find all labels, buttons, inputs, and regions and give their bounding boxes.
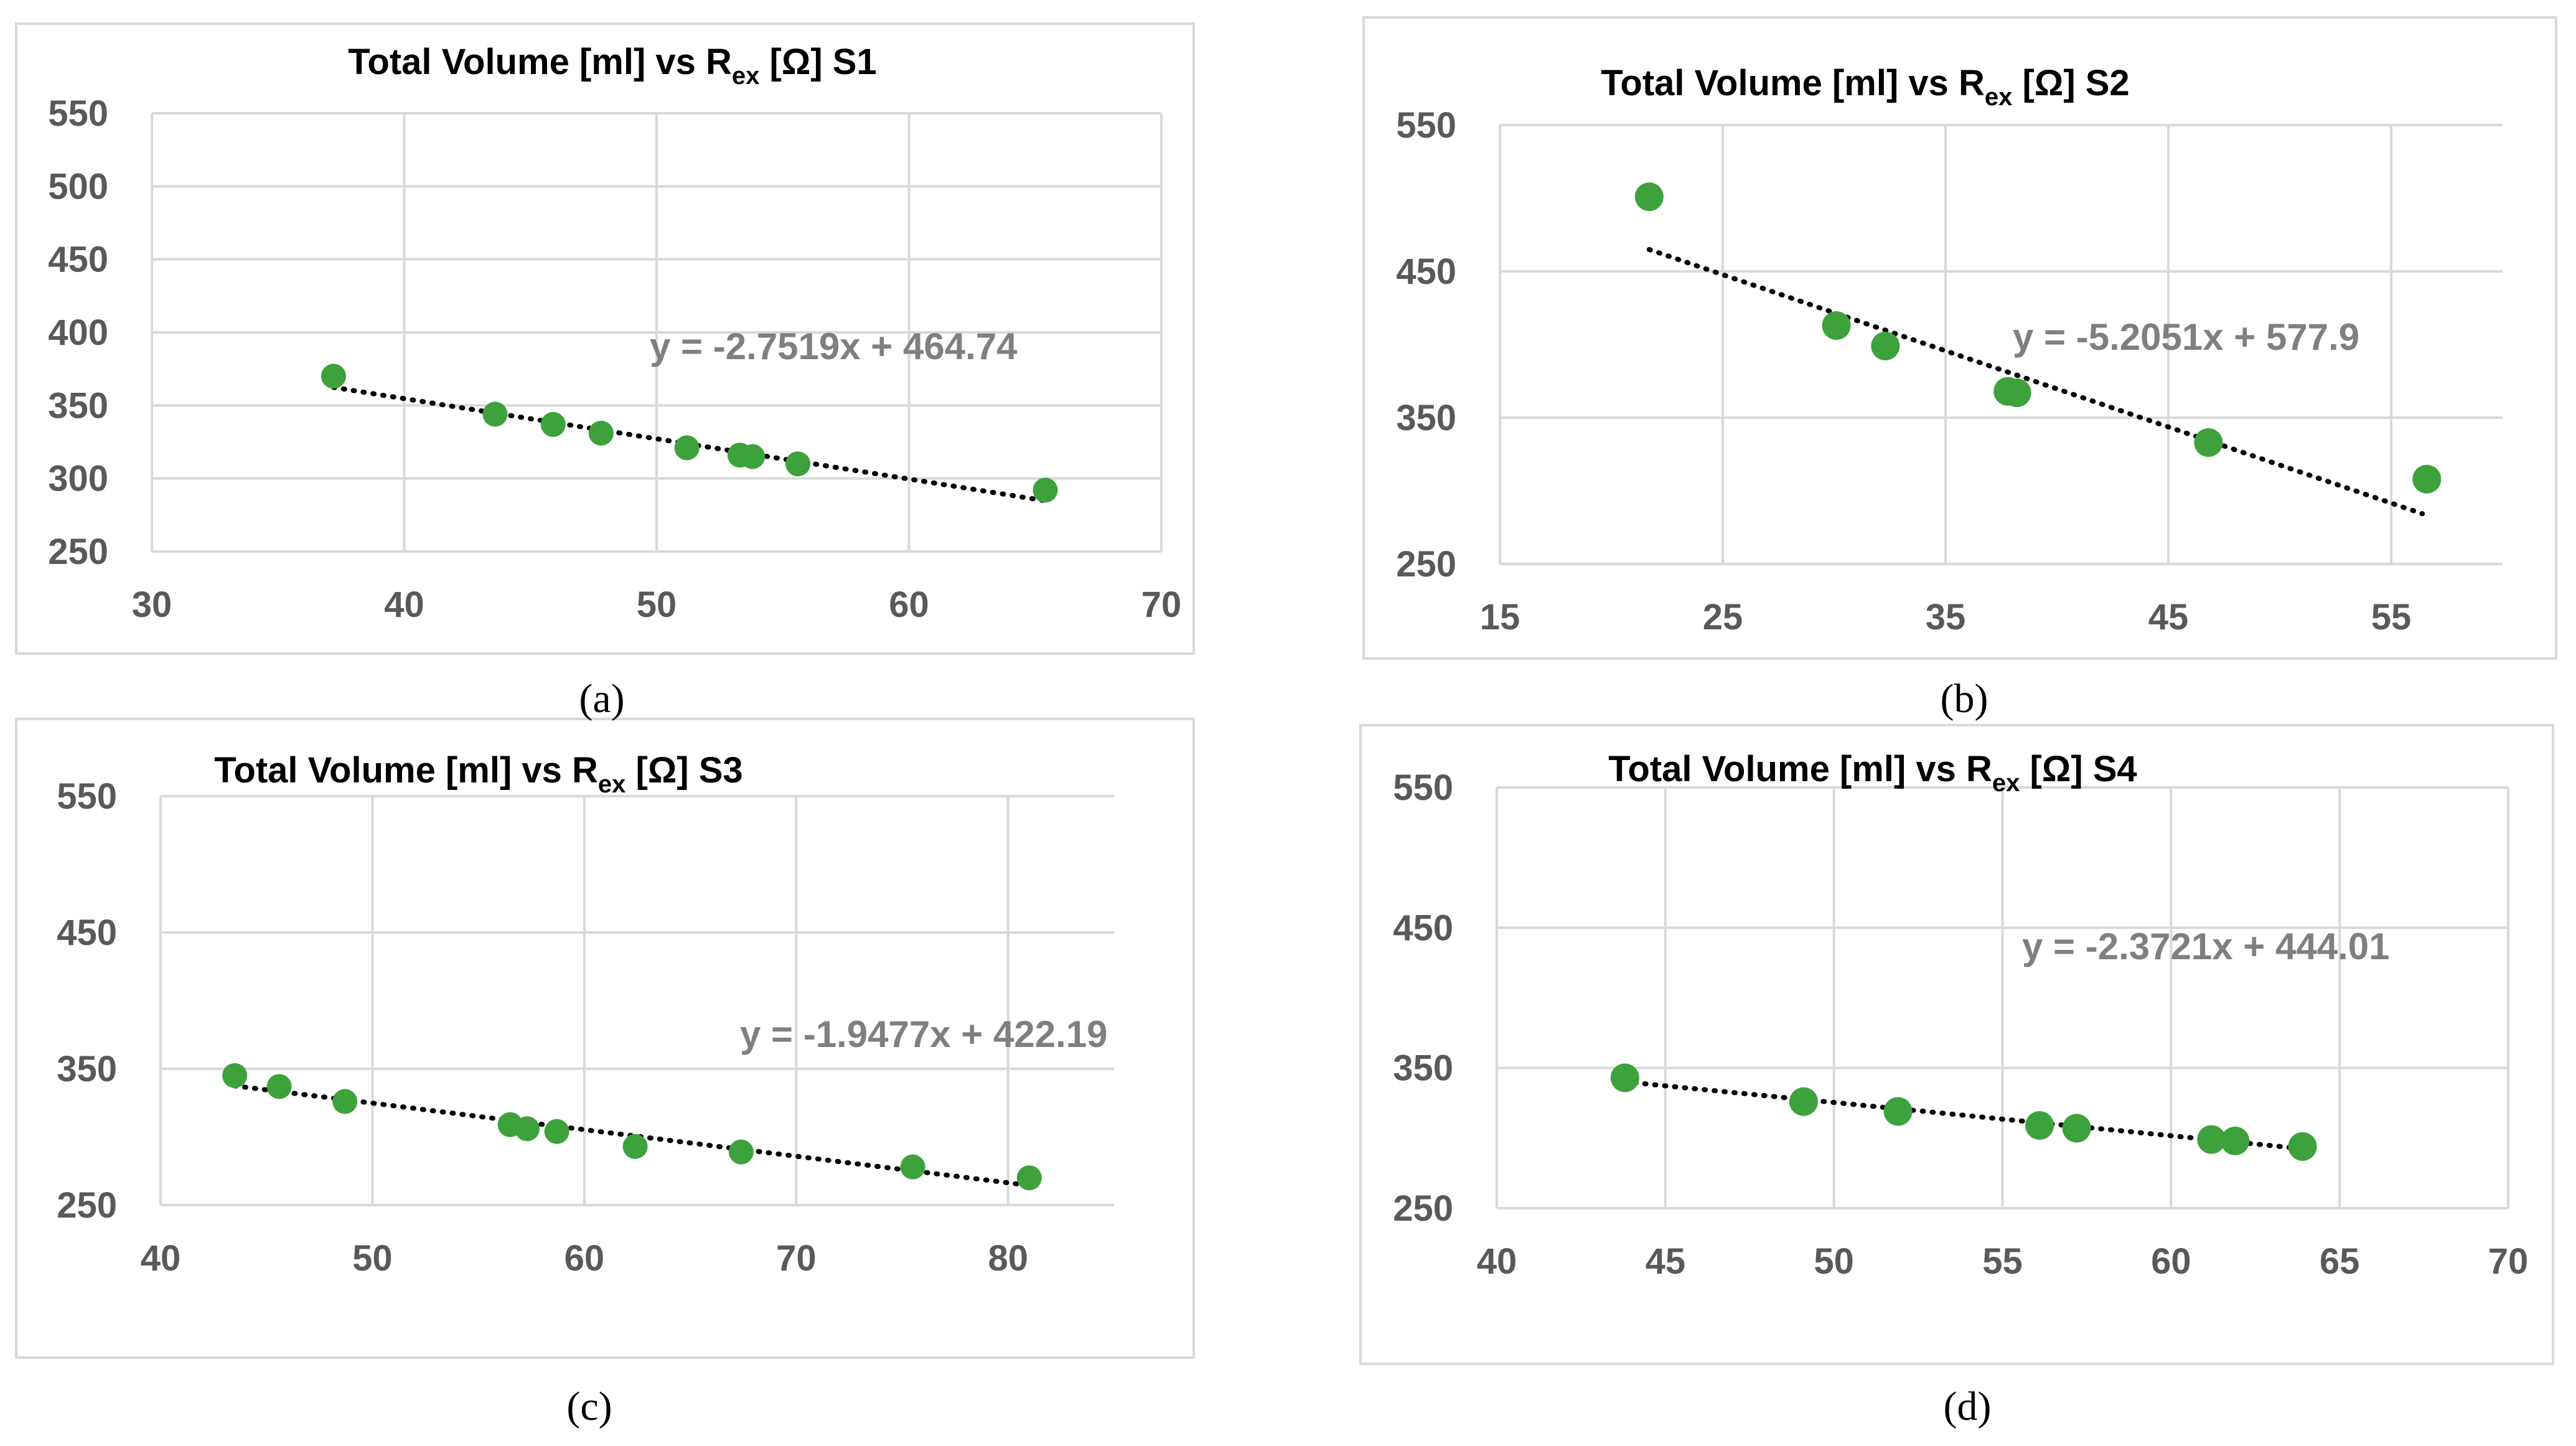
data-point (222, 1063, 248, 1088)
data-point (482, 401, 508, 427)
trendline-equation: y = -2.3721x + 444.01 (2022, 926, 2390, 967)
chart-title: Total Volume [ml] vs Rex [Ω] S4 (1608, 749, 2137, 797)
x-tick-label: 30 (132, 585, 172, 625)
x-tick-label: 60 (2151, 1241, 2191, 1282)
chart-svg: 250 350 450 550 40 50 60 70 80 Total Volume [ml] … (15, 718, 1195, 1359)
panel-caption-a: (a) (579, 676, 625, 721)
x-tick-label: 50 (352, 1238, 393, 1279)
y-tick-label: 350 (48, 385, 108, 426)
data-point (674, 435, 700, 461)
data-point (900, 1154, 925, 1180)
x-tick-label: 70 (2488, 1241, 2529, 1282)
chart-frame (1362, 16, 2557, 660)
data-point (1789, 1087, 1818, 1116)
y-tick-label: 250 (1396, 544, 1456, 585)
data-point (2194, 428, 2223, 457)
y-tick-label: 450 (48, 240, 108, 280)
data-point (1822, 311, 1851, 340)
chart-title: Total Volume [ml] vs Rex [Ω] S2 (1601, 63, 2129, 111)
chart-svg: 250 350 450 550 40 45 50 55 60 65 70 Total Volume [… (1359, 724, 2554, 1365)
chart-panel-s3: 250 350 450 550 40 50 60 70 80 Total Volume [ml] … (15, 718, 1195, 1359)
data-point (544, 1119, 569, 1144)
panel-caption-c: (c) (566, 1384, 612, 1429)
y-tick-label: 350 (57, 1049, 117, 1089)
data-point (2412, 464, 2442, 494)
y-tick-label: 250 (57, 1185, 117, 1226)
x-tick-label: 15 (1480, 597, 1520, 637)
y-tick-label: 450 (1396, 251, 1456, 292)
y-tick-label: 350 (1396, 398, 1456, 438)
data-point (588, 420, 614, 446)
x-tick-label: 35 (1926, 597, 1966, 637)
x-tick-label: 55 (2371, 597, 2412, 637)
data-point (728, 1139, 754, 1165)
chart-panel-s1: 250 300 350 400 450 500 550 30 40 50 60 70 Total Vol… (15, 22, 1195, 655)
x-tick-label: 60 (564, 1238, 605, 1279)
chart-panel-s4: 250 350 450 550 40 45 50 55 60 65 70 Total Volume [… (1359, 724, 2554, 1365)
x-tick-label: 70 (776, 1238, 817, 1279)
x-tick-label: 70 (1141, 585, 1182, 625)
panel-caption-b: (b) (1940, 676, 1988, 721)
data-point (321, 364, 346, 389)
data-point (2002, 378, 2031, 408)
data-point (1610, 1063, 1639, 1092)
x-tick-label: 45 (2148, 597, 2189, 637)
data-point (740, 444, 766, 469)
x-tick-label: 50 (1814, 1241, 1854, 1282)
y-tick-label: 550 (57, 776, 117, 817)
x-tick-label: 40 (1477, 1241, 1517, 1282)
trendline-equation: y = -2.7519x + 464.74 (650, 326, 1018, 367)
y-tick-label: 400 (48, 312, 108, 353)
y-tick-label: 450 (57, 913, 117, 953)
y-tick-label: 350 (1393, 1048, 1453, 1089)
data-point (1016, 1165, 1042, 1191)
x-tick-label: 80 (988, 1238, 1029, 1279)
data-point (785, 451, 811, 477)
chart-title: Total Volume [ml] vs Rex [Ω] S3 (214, 750, 742, 798)
data-point (1634, 182, 1664, 212)
x-tick-label: 45 (1646, 1241, 1686, 1282)
y-tick-label: 500 (48, 166, 108, 207)
data-point (2025, 1111, 2054, 1140)
x-tick-label: 60 (889, 585, 929, 625)
trendline (1622, 1079, 2305, 1152)
data-point (622, 1134, 648, 1159)
y-tick-label: 300 (48, 459, 108, 499)
data-point (540, 411, 566, 437)
data-point (2062, 1114, 2091, 1143)
trendline-equation: y = -5.2051x + 577.9 (2013, 316, 2359, 358)
chart-frame (15, 22, 1195, 655)
data-point (2221, 1126, 2250, 1155)
trendline-equation: y = -1.9477x + 422.19 (740, 1013, 1108, 1055)
data-point (332, 1089, 358, 1114)
x-tick-label: 50 (637, 585, 677, 625)
y-tick-label: 450 (1393, 908, 1453, 948)
chart-svg: 250 300 350 400 450 500 550 30 40 50 60 70 Total Vol… (15, 22, 1195, 655)
x-tick-label: 25 (1703, 597, 1743, 637)
data-point (2197, 1125, 2226, 1154)
chart-frame (1359, 724, 2554, 1365)
chart-frame (15, 718, 1195, 1359)
data-point (1033, 477, 1058, 503)
y-tick-label: 550 (1393, 768, 1453, 808)
data-point (1871, 331, 1900, 360)
data-point (514, 1116, 540, 1142)
y-tick-label: 550 (1396, 105, 1456, 146)
data-point (2288, 1132, 2317, 1161)
y-tick-label: 550 (48, 93, 108, 134)
data-point (1883, 1097, 1913, 1126)
y-tick-label: 250 (48, 532, 108, 572)
chart-svg: 250 350 450 550 15 25 35 45 55 Total Volume [ml] … (1362, 16, 2557, 660)
panel-caption-d: (d) (1943, 1384, 1992, 1429)
x-tick-label: 55 (1982, 1241, 2023, 1282)
trendline (1646, 246, 2425, 517)
chart-title: Total Volume [ml] vs Rex [Ω] S1 (348, 42, 876, 90)
x-tick-label: 65 (2320, 1241, 2360, 1282)
y-tick-label: 250 (1393, 1188, 1453, 1229)
chart-panel-s2: 250 350 450 550 15 25 35 45 55 Total Volume [ml] … (1362, 16, 2557, 660)
data-point (266, 1074, 292, 1099)
x-tick-label: 40 (384, 585, 424, 625)
x-tick-label: 40 (141, 1238, 181, 1279)
